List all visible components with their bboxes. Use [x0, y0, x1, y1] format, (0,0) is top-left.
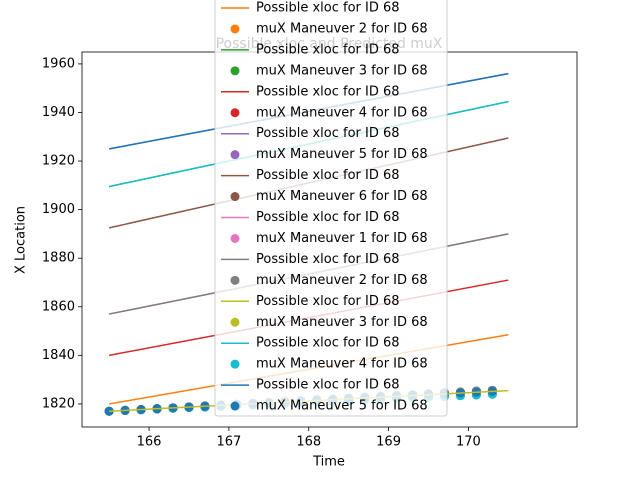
legend-marker — [230, 24, 240, 34]
legend-marker — [230, 108, 240, 118]
legend-label: Possible xloc for ID 68 — [256, 252, 400, 267]
legend-marker — [230, 359, 240, 369]
legend-marker — [230, 401, 240, 411]
x-axis-label: Time — [312, 455, 345, 470]
legend-label: Possible xloc for ID 68 — [256, 42, 400, 57]
legend-box — [214, 0, 448, 417]
legend-marker — [230, 192, 240, 202]
x-tick-label: 170 — [456, 435, 481, 450]
y-axis-label: X Location — [14, 206, 29, 274]
x-tick-label: 169 — [376, 435, 401, 450]
legend-marker — [230, 150, 240, 160]
legend-label: muX Maneuver 3 for ID 68 — [256, 315, 428, 330]
y-tick-label: 1920 — [42, 154, 75, 169]
legend-label: muX Maneuver 4 for ID 68 — [256, 357, 428, 372]
legend-label: muX Maneuver 2 for ID 68 — [256, 273, 428, 288]
legend-marker — [230, 317, 240, 327]
y-tick-label: 1820 — [42, 396, 75, 411]
legend-label: muX Maneuver 2 for ID 68 — [256, 21, 428, 36]
legend-marker — [230, 66, 240, 76]
legend-label: Possible xloc for ID 68 — [256, 378, 400, 393]
x-tick-label: 167 — [216, 435, 241, 450]
legend-label: muX Maneuver 5 for ID 68 — [256, 147, 428, 162]
legend-label: Possible xloc for ID 68 — [256, 84, 400, 99]
legend-label: Possible xloc for ID 68 — [256, 294, 400, 309]
y-tick-label: 1960 — [42, 56, 75, 71]
legend-marker — [230, 275, 240, 285]
legend-label: muX Maneuver 4 for ID 68 — [256, 105, 428, 120]
legend-label: muX Maneuver 1 for ID 68 — [256, 231, 428, 246]
y-tick-label: 1940 — [42, 105, 75, 120]
legend-label: muX Maneuver 3 for ID 68 — [256, 63, 428, 78]
legend-label: muX Maneuver 5 for ID 68 — [256, 399, 428, 414]
legend-label: Possible xloc for ID 68 — [256, 1, 400, 16]
legend-label: Possible xloc for ID 68 — [256, 210, 400, 225]
legend-marker — [230, 233, 240, 243]
legend-label: Possible xloc for ID 68 — [256, 126, 400, 141]
y-tick-label: 1880 — [42, 251, 75, 266]
x-tick-label: 168 — [296, 435, 321, 450]
legend: Possible xloc for ID 68 muX Maneuver 2 fo… — [214, 0, 448, 417]
legend-label: Possible xloc for ID 68 — [256, 336, 400, 351]
y-tick-label: 1840 — [42, 348, 75, 363]
legend-label: muX Maneuver 6 for ID 68 — [256, 189, 428, 204]
y-tick-label: 1860 — [42, 299, 75, 314]
x-tick-label: 166 — [137, 435, 162, 450]
legend-label: Possible xloc for ID 68 — [256, 168, 400, 183]
y-tick-label: 1900 — [42, 202, 75, 217]
